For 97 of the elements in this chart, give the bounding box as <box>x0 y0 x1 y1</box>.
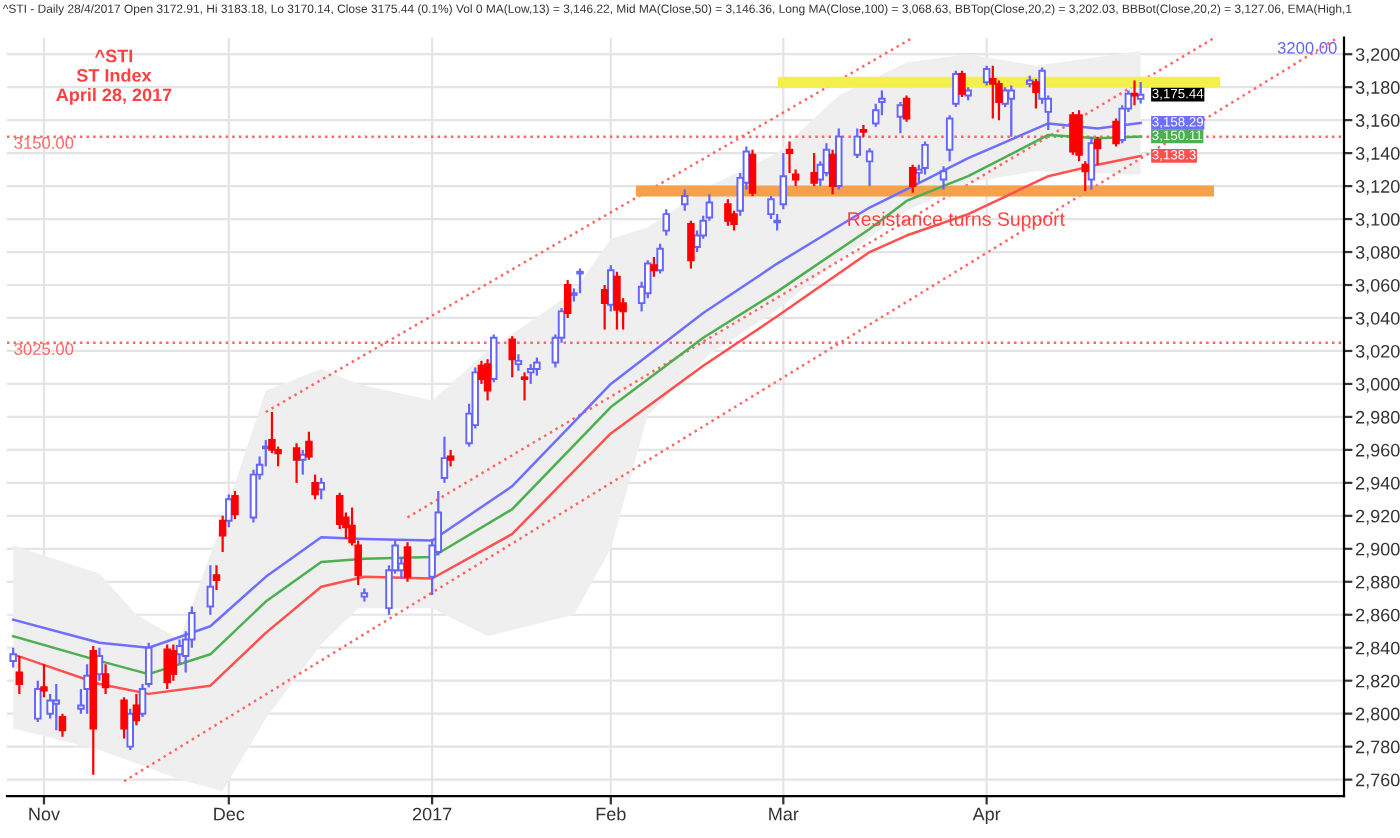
candlestick <box>305 430 313 461</box>
candlestick <box>779 152 788 211</box>
x-tick-label: Feb <box>596 807 626 821</box>
candlestick <box>520 371 529 402</box>
candlestick <box>945 114 954 163</box>
y-tick-label: 3,160 <box>1355 114 1400 129</box>
candlestick <box>853 127 861 160</box>
candlestick <box>311 473 319 501</box>
candlestick <box>921 140 929 176</box>
y-tick-label: 2,800 <box>1356 707 1400 723</box>
candlestick <box>83 663 91 715</box>
candlestick <box>878 89 886 117</box>
candlestick <box>785 140 794 175</box>
ref-line-label: 3150.00 <box>14 137 74 149</box>
candlestick <box>982 64 991 87</box>
y-tick-label: 3,140 <box>1355 147 1400 162</box>
candlestick <box>989 64 997 120</box>
candlestick <box>865 147 874 188</box>
candlestick <box>724 198 732 227</box>
candlestick <box>206 564 215 616</box>
candlestick <box>132 692 141 727</box>
candlestick <box>681 188 689 212</box>
text: ^STI ST Index April 28, 2017 <box>56 49 172 105</box>
candlestick <box>212 564 221 592</box>
candlestick <box>810 152 818 188</box>
y-tick-label: 3,080 <box>1355 245 1400 261</box>
candlestick <box>958 69 966 99</box>
y-tick-label: 3,060 <box>1355 278 1400 294</box>
y-tick-label: 3,000 <box>1355 377 1400 393</box>
candlestick <box>34 679 42 724</box>
candlestick <box>1081 160 1089 193</box>
candlestick <box>292 442 301 484</box>
candlestick <box>533 356 541 377</box>
candlestick <box>687 219 695 270</box>
candlestick <box>169 643 178 682</box>
candlestick <box>526 363 535 386</box>
candlestick <box>1032 77 1040 110</box>
candlestick <box>952 69 960 109</box>
candlestick <box>600 283 609 331</box>
candlestick <box>40 663 48 699</box>
y-tick-label: 3,020 <box>1355 344 1400 360</box>
y-tick-label: 2,820 <box>1356 674 1400 690</box>
candlestick <box>403 541 412 583</box>
candlestick <box>163 643 171 691</box>
x-tick-label: Nov <box>29 807 60 821</box>
candlestick <box>859 123 868 138</box>
candlestick <box>1093 135 1102 166</box>
candlestick <box>1112 117 1120 148</box>
candlestick <box>440 435 449 484</box>
candlestick <box>15 654 24 695</box>
y-tick-label: 3,200 <box>1355 48 1400 64</box>
candlestick <box>828 148 837 196</box>
y-tick-label: 2,760 <box>1356 773 1400 789</box>
ref-line-label: 3025.00 <box>14 343 74 355</box>
y-tick-label: 2,920 <box>1356 509 1400 525</box>
candlestick <box>101 663 110 695</box>
x-tick-label: 2017 <box>412 807 452 821</box>
candlestick <box>218 514 227 554</box>
y-tick-label: 2,960 <box>1356 443 1400 459</box>
candlestick <box>1136 80 1145 105</box>
candlestick <box>9 646 17 669</box>
y-tick-label: 2,780 <box>1356 740 1400 756</box>
candlestick <box>335 491 344 531</box>
candlestick <box>120 696 128 740</box>
y-tick-label: 3,120 <box>1355 180 1400 195</box>
y-tick-label: 3,100 <box>1355 213 1400 228</box>
candlestick <box>748 148 757 198</box>
x-tick-label: Dec <box>214 807 245 821</box>
candlestick <box>225 493 233 529</box>
candlestick <box>656 242 664 275</box>
x-tick-label: Apr <box>972 807 1001 825</box>
x-tick-label: Mar <box>769 807 799 821</box>
candlestick <box>231 489 239 521</box>
candlestick <box>1075 109 1083 163</box>
candlestick <box>908 163 917 194</box>
y-tick-label: 2,860 <box>1356 608 1400 624</box>
annotation: 3200.00 <box>1277 41 1337 54</box>
candlestick <box>563 278 572 320</box>
candlestick <box>508 335 516 379</box>
candlestick <box>483 358 492 402</box>
candlestick <box>1130 79 1139 107</box>
y-tick-label: 3,040 <box>1355 311 1400 327</box>
y-tick-label: 2,880 <box>1356 575 1400 591</box>
candlestick <box>662 208 670 237</box>
candlestick <box>650 255 658 278</box>
candlestick <box>576 267 584 295</box>
y-tick-label: 3,180 <box>1355 81 1400 97</box>
candlestick <box>126 707 134 752</box>
y-tick-label: 2,840 <box>1356 641 1400 657</box>
y-tick-label: 2,940 <box>1356 476 1400 492</box>
y-tick-label: 2,980 <box>1356 410 1400 426</box>
candlestick <box>613 270 621 331</box>
candlestick <box>902 94 911 123</box>
candlestick <box>58 712 67 738</box>
candlestick <box>939 165 948 191</box>
y-tick-label: 2,900 <box>1356 542 1400 558</box>
candlestick <box>52 682 61 732</box>
